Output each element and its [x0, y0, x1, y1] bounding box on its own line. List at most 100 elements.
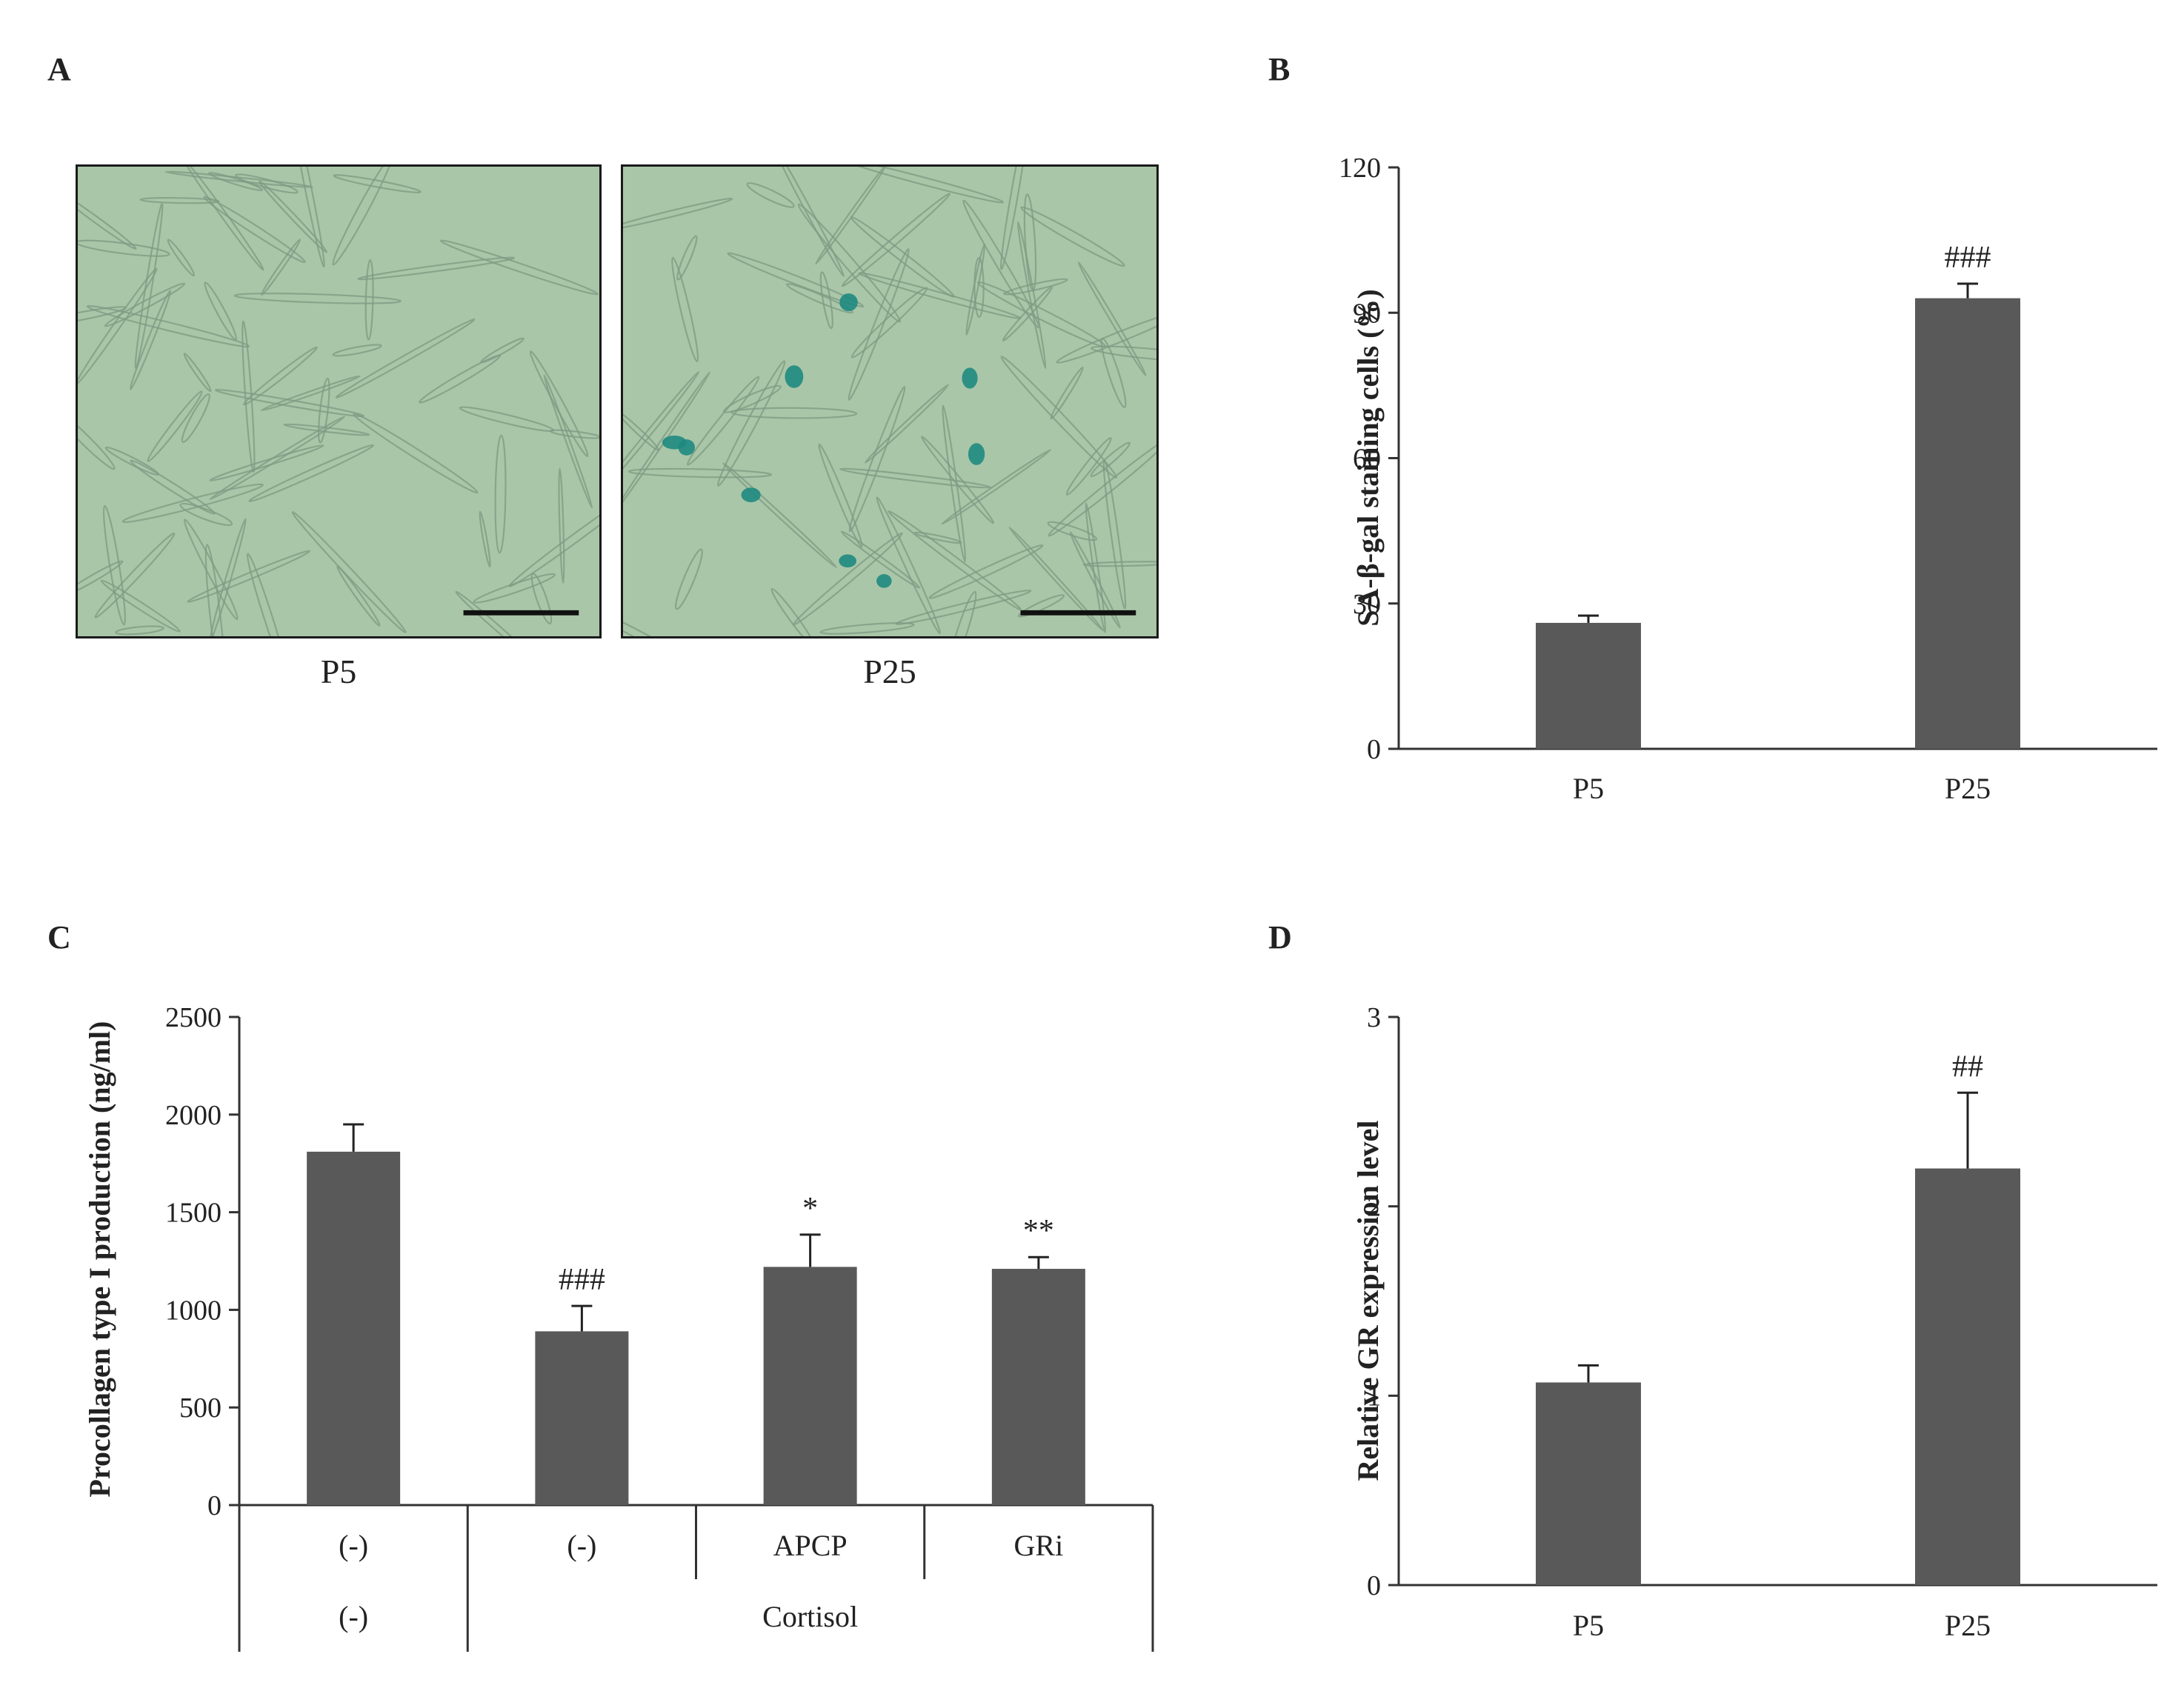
significance-label: ## — [1952, 1050, 1983, 1084]
fibroblast-cell — [260, 239, 302, 296]
fibroblast-cell — [1090, 441, 1131, 478]
y-axis-label: Procollagen type I production (ng/ml) — [83, 1021, 116, 1498]
fibroblast-cell — [480, 337, 525, 364]
fibroblast-cell — [203, 196, 306, 264]
fibroblast-cell — [841, 193, 951, 287]
fibroblast-cell — [129, 290, 172, 390]
group-label: (-) — [339, 1600, 368, 1633]
y-tick-label: 30 — [1353, 589, 1381, 620]
y-tick-label: 3 — [1367, 1002, 1381, 1033]
fibroblast-cell — [1102, 459, 1127, 610]
fibroblast-cell — [214, 389, 364, 418]
bar — [535, 1331, 629, 1505]
fibroblast-cell — [850, 287, 928, 358]
culture-background — [78, 167, 599, 636]
fibroblast-cell — [78, 408, 116, 470]
fibroblast-cell — [1056, 311, 1156, 364]
fibroblast-cell — [671, 256, 699, 363]
stained-cell — [876, 574, 892, 588]
fibroblast-cell — [494, 434, 507, 554]
fibroblast-cell — [888, 510, 1022, 611]
stained-cell — [968, 443, 985, 465]
fibroblast-cell — [1008, 526, 1105, 632]
fibroblast-cell — [204, 281, 237, 341]
fibroblast-cell — [78, 267, 158, 385]
fibroblast-cell — [746, 182, 795, 208]
fibroblast-cell — [529, 350, 589, 458]
fibroblast-cell — [290, 167, 325, 268]
fibroblast-cell — [722, 462, 837, 568]
y-axis-label: Relative GR expression level — [1351, 1121, 1385, 1481]
fibroblast-cell — [1069, 531, 1122, 629]
panel-d-letter: D — [1268, 919, 1292, 955]
fibroblast-cell — [78, 190, 137, 250]
fibroblast-cell — [1003, 278, 1068, 296]
fibroblast-cell — [1020, 206, 1125, 267]
chart-b: 0 30 60 90 120 SA-β-gal staining cells (%) P5 #… — [1339, 153, 2157, 805]
fibroblast-cell — [261, 375, 361, 412]
fibroblast-cell — [187, 550, 311, 603]
y-tick-label: 90 — [1353, 298, 1381, 329]
cell-layer — [623, 167, 1156, 636]
fibroblast-cell — [948, 590, 977, 636]
fibroblast-cell — [130, 459, 216, 515]
fibroblast-cell — [815, 167, 888, 265]
fibroblast-cell — [818, 443, 863, 548]
fibroblast-cell — [928, 544, 1044, 599]
category-label: P5 — [1573, 1609, 1604, 1642]
significance-label: ### — [1945, 241, 1991, 275]
micrograph-label-p25: P25 — [863, 653, 916, 690]
fibroblast-cell — [716, 360, 786, 487]
fibroblast-cell — [543, 374, 593, 509]
stained-cell — [785, 365, 804, 388]
fibroblast-cell — [773, 167, 845, 277]
fibroblast-cell — [115, 625, 165, 636]
fibroblast-cell — [204, 544, 227, 636]
fibroblast-cell — [336, 566, 381, 627]
category-label: (-) — [567, 1529, 596, 1562]
fibroblast-cell — [819, 622, 915, 635]
fibroblast-cell — [258, 180, 328, 253]
fibroblast-cell — [1048, 437, 1156, 537]
panel-b-letter: B — [1268, 51, 1291, 87]
cell-layer — [78, 167, 599, 636]
fibroblast-cell — [243, 346, 318, 406]
bar — [991, 1269, 1085, 1505]
y-tick-label: 2 — [1367, 1192, 1381, 1223]
category-label: (-) — [339, 1529, 368, 1562]
fibroblast-cell — [508, 489, 599, 587]
fibroblast-cell — [848, 248, 910, 401]
fibroblast-cell — [248, 444, 374, 503]
fibroblast-cell — [134, 203, 164, 369]
fibroblast-cell — [357, 256, 516, 281]
category-label: APCP — [773, 1529, 848, 1562]
group-label: Cortisol — [762, 1600, 858, 1633]
fibroblast-cell — [479, 510, 491, 568]
stained-cell — [662, 436, 687, 450]
y-tick-label: 1500 — [165, 1198, 222, 1229]
stained-cell — [839, 554, 856, 568]
fibroblast-cell — [1017, 594, 1065, 618]
fibroblast-cell — [242, 320, 256, 473]
micrograph-p25 — [621, 164, 1159, 638]
fibroblast-cell — [209, 416, 346, 501]
bar — [1536, 1382, 1641, 1585]
stained-cell — [741, 487, 761, 503]
fibroblast-cell — [623, 370, 700, 496]
category-label: P25 — [1945, 772, 1991, 805]
y-tick-label: 1 — [1367, 1381, 1381, 1412]
fibroblast-cell — [233, 293, 402, 304]
fibroblast-cell — [865, 384, 950, 464]
bar — [763, 1267, 857, 1505]
fibroblast-cell — [455, 590, 536, 636]
fibroblast-cell — [1065, 437, 1112, 496]
fibroblast-cell — [623, 605, 685, 636]
fibroblast-cell — [183, 518, 239, 621]
y-tick-label: 0 — [1367, 734, 1381, 765]
panel-a-letter: A — [47, 51, 71, 87]
fibroblast-cell — [839, 467, 992, 489]
y-tick-label: 0 — [1367, 1570, 1381, 1601]
fibroblast-cell — [840, 530, 921, 589]
fibroblast-cell — [179, 502, 233, 527]
